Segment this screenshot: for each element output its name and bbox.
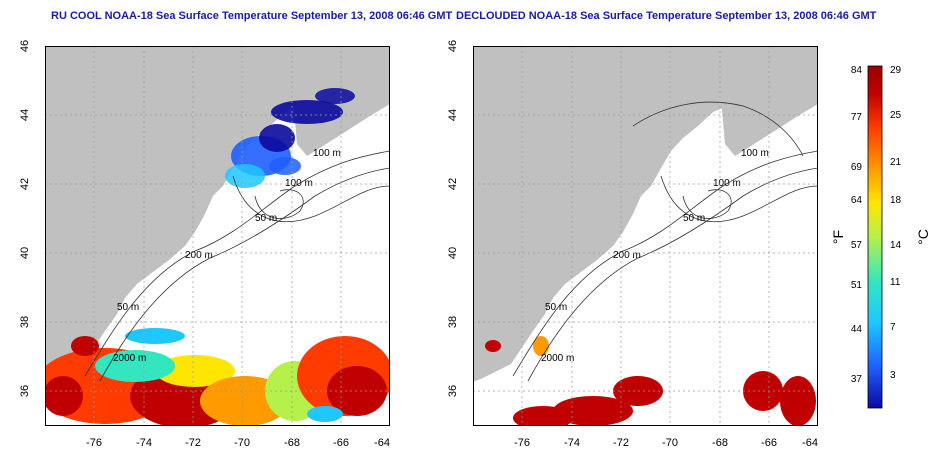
f-tick-label: 57	[851, 240, 863, 251]
map-declouded-svg: 100 m 100 m 50 m 200 m 50 m 2000 m	[473, 46, 819, 430]
contour-label-group: 100 m 100 m 50 m 200 m 50 m 2000 m	[541, 148, 769, 364]
lon-tick-label: -72	[185, 437, 201, 449]
c-tick-label: 7	[890, 322, 896, 333]
contour-label: 100 m	[713, 178, 741, 189]
contour-label: 200 m	[613, 250, 641, 261]
lon-tick-label: -70	[662, 437, 678, 449]
contour-label: 50 m	[255, 213, 277, 224]
sst-map-declouded[interactable]: 100 m 100 m 50 m 200 m 50 m 2000 m	[473, 46, 819, 430]
c-tick-label: 29	[890, 65, 902, 76]
contour-label: 100 m	[285, 178, 313, 189]
colorbar	[867, 65, 883, 409]
lon-tick-label: -64	[802, 437, 818, 449]
nova-scotia-land	[293, 58, 390, 156]
lat-tick-label: 46	[19, 40, 31, 52]
lon-tick-label: -70	[234, 437, 250, 449]
lon-tick-label: -76	[514, 437, 530, 449]
lon-tick-label: -74	[136, 437, 152, 449]
bathymetry-contours	[512, 101, 819, 382]
contour-label: 100 m	[741, 148, 769, 159]
colorbar-c-ticks: 29 25 21 18 14 11 7 3	[890, 65, 902, 381]
gridlines	[473, 46, 818, 426]
lon-tick-label: -68	[284, 437, 300, 449]
gridlines	[45, 46, 390, 426]
f-tick-label: 37	[851, 374, 863, 385]
lat-tick-label: 40	[19, 247, 31, 259]
map-frame	[45, 46, 390, 426]
contour-label: 2000 m	[113, 353, 146, 364]
raw-sst-north	[225, 88, 355, 188]
lat-axis-left: 46 44 42 40 38 36	[19, 40, 31, 397]
contour-label-group: 100 m 100 m 50 m 200 m 50 m 2000 m	[113, 148, 341, 364]
bathymetry-contours	[84, 150, 391, 382]
lat-tick-label: 40	[447, 247, 459, 259]
unit-c-label: °C	[915, 229, 931, 245]
c-tick-label: 11	[890, 277, 901, 288]
lat-tick-label: 38	[19, 316, 31, 328]
contour-label: 50 m	[117, 302, 139, 313]
c-tick-label: 25	[890, 110, 902, 121]
f-tick-label: 51	[851, 280, 863, 291]
lat-tick-label: 44	[19, 109, 31, 121]
contour-label: 50 m	[683, 213, 705, 224]
lon-tick-label: -76	[86, 437, 102, 449]
lon-tick-label: -66	[333, 437, 349, 449]
unit-f-label: °F	[830, 230, 846, 244]
lat-tick-label: 42	[447, 178, 459, 190]
lon-tick-label: -72	[613, 437, 629, 449]
land-coast	[45, 46, 390, 382]
f-tick-label: 69	[851, 162, 863, 173]
f-tick-label: 44	[851, 324, 863, 335]
map-frame	[473, 46, 818, 426]
map-raw-svg: 100 m 100 m 50 m 200 m 50 m 2000 m	[35, 46, 393, 428]
lat-tick-label: 44	[447, 109, 459, 121]
sst-map-raw[interactable]: 100 m 100 m 50 m 200 m 50 m 2000 m	[35, 46, 393, 428]
lon-tick-label: -66	[761, 437, 777, 449]
lon-axis-left: -76 -74 -72 -70 -68 -66 -64	[86, 437, 390, 449]
c-tick-label: 3	[890, 370, 896, 381]
lon-tick-label: -68	[712, 437, 728, 449]
lat-axis-right: 46 44 42 40 38 36	[447, 40, 459, 397]
lon-axis-right: -76 -74 -72 -70 -68 -66 -64	[514, 437, 818, 449]
land-coast	[473, 46, 818, 382]
colorbar-f-ticks: 84 77 69 64 57 51 44 37	[851, 65, 863, 385]
lat-tick-label: 36	[447, 385, 459, 397]
c-tick-label: 18	[890, 195, 902, 206]
contour-label: 2000 m	[541, 353, 574, 364]
lat-tick-label: 36	[19, 385, 31, 397]
lat-tick-label: 46	[447, 40, 459, 52]
f-tick-label: 84	[851, 65, 863, 76]
c-tick-label: 21	[890, 157, 902, 168]
panel-title-raw: RU COOL NOAA-18 Sea Surface Temperature …	[51, 10, 453, 22]
lon-tick-label: -64	[374, 437, 390, 449]
c-tick-label: 14	[890, 240, 902, 251]
lon-tick-label: -74	[564, 437, 580, 449]
f-tick-label: 77	[851, 112, 863, 123]
lat-tick-label: 42	[19, 178, 31, 190]
contour-label: 200 m	[185, 250, 213, 261]
nova-scotia-land	[721, 58, 818, 156]
contour-label: 100 m	[313, 148, 341, 159]
f-tick-label: 64	[851, 195, 863, 206]
panel-title-declouded: DECLOUDED NOAA-18 Sea Surface Temperatur…	[456, 10, 877, 22]
contour-label: 50 m	[545, 302, 567, 313]
lat-tick-label: 38	[447, 316, 459, 328]
